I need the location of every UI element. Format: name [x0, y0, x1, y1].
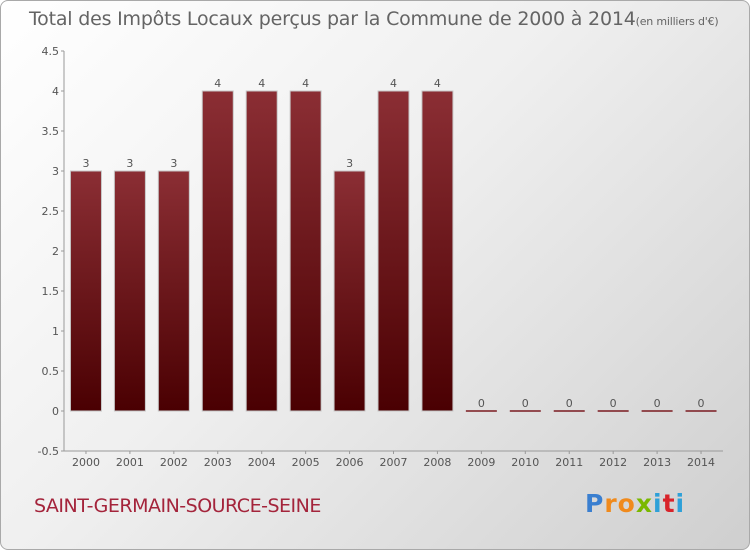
x-tick-label: 2012 — [599, 456, 627, 469]
bar-value-label: 4 — [258, 77, 265, 90]
logo-letter: P — [585, 489, 605, 518]
chart-title-unit: (en milliers d'€) — [635, 15, 719, 28]
y-tick-label: 3.5 — [42, 125, 60, 138]
bar — [377, 90, 410, 412]
bar-value-label: 3 — [126, 157, 133, 170]
logo-letter: r — [604, 489, 618, 518]
y-tick-label: 2 — [52, 245, 59, 258]
logo-letter: i — [675, 489, 686, 518]
y-tick-label: 4.5 — [42, 45, 60, 58]
proxiti-logo: Proxiti — [585, 489, 685, 518]
x-tick-label: 2007 — [380, 456, 408, 469]
bar — [69, 170, 102, 412]
logo-letter: t — [662, 489, 676, 518]
y-tick-label: 4 — [52, 85, 59, 98]
bar — [333, 170, 366, 412]
y-tick-label: 3 — [52, 165, 59, 178]
bar-value-label: 3 — [82, 157, 89, 170]
bar — [201, 90, 234, 412]
commune-name: SAINT-GERMAIN-SOURCE-SEINE — [34, 495, 321, 517]
bar-value-label: 4 — [434, 77, 441, 90]
x-tick-label: 2002 — [160, 456, 188, 469]
bar-value-label: 4 — [302, 77, 309, 90]
chart-title-main: Total des Impôts Locaux perçus par la Co… — [29, 8, 636, 30]
x-tick-label: 2008 — [423, 456, 451, 469]
x-tick-label: 2009 — [467, 456, 495, 469]
y-tick-label: 1 — [52, 325, 59, 338]
y-tick-label: 0 — [52, 405, 59, 418]
x-tick-label: 2011 — [555, 456, 583, 469]
bar-value-label: 0 — [522, 397, 529, 410]
bar-value-label: 4 — [214, 77, 221, 90]
x-tick-label: 2013 — [643, 456, 671, 469]
logo-letter: x — [635, 489, 653, 518]
bar — [289, 90, 322, 412]
x-tick-label: 2004 — [248, 456, 276, 469]
bar-value-label: 0 — [566, 397, 573, 410]
bar-value-label: 0 — [698, 397, 705, 410]
x-tick-label: 2014 — [687, 456, 715, 469]
x-tick-label: 2000 — [72, 456, 100, 469]
chart-title: Total des Impôts Locaux perçus par la Co… — [29, 8, 719, 30]
x-tick-label: 2001 — [116, 456, 144, 469]
bar — [421, 90, 454, 412]
logo-letter: i — [653, 489, 663, 518]
bar-value-label: 0 — [478, 397, 485, 410]
logo-letter: o — [617, 489, 636, 518]
y-tick-label: 0.5 — [42, 365, 60, 378]
bar-value-label: 0 — [654, 397, 661, 410]
bar-value-label: 3 — [346, 157, 353, 170]
bar-value-label: 0 — [610, 397, 617, 410]
x-tick-label: 2003 — [204, 456, 232, 469]
x-tick-label: 2005 — [292, 456, 320, 469]
y-tick-label: 1.5 — [42, 285, 60, 298]
bar — [245, 90, 278, 412]
bar — [157, 170, 190, 412]
bar — [113, 170, 146, 412]
y-tick-label: -0.5 — [38, 445, 59, 458]
bar-value-label: 4 — [390, 77, 397, 90]
x-tick-label: 2010 — [511, 456, 539, 469]
y-tick-label: 2.5 — [42, 205, 60, 218]
x-tick-label: 2006 — [336, 456, 364, 469]
bar-value-label: 3 — [170, 157, 177, 170]
